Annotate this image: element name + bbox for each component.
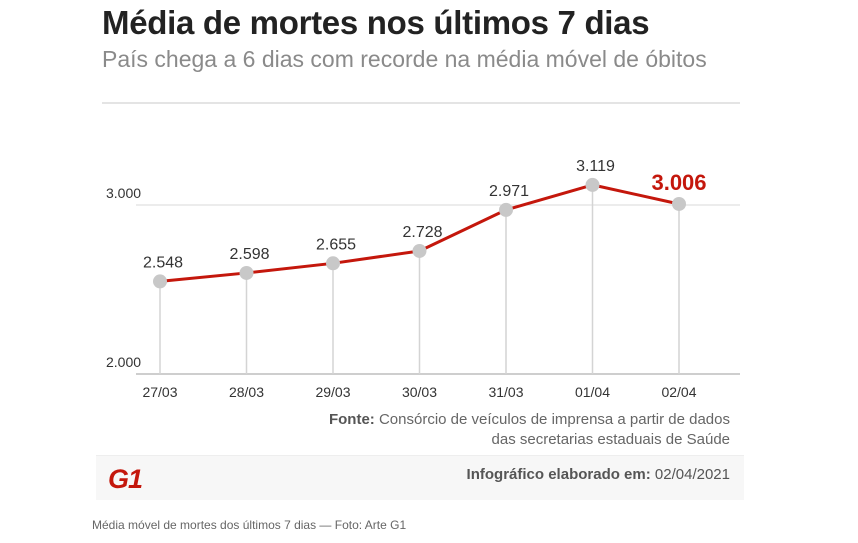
credit-label: Infográfico elaborado em: [466, 466, 651, 483]
data-label: 3.119 [576, 158, 615, 175]
data-label: 2.728 [402, 224, 442, 241]
data-label: 2.548 [143, 254, 183, 271]
x-tick-label: 27/03 [142, 384, 177, 400]
credit-date: 02/04/2021 [654, 466, 730, 483]
data-label: 2.598 [229, 246, 269, 263]
data-label: 3.006 [651, 170, 706, 195]
data-point [412, 243, 427, 258]
source-label: Fonte: [328, 411, 375, 428]
x-tick-label: 02/04 [661, 384, 696, 400]
page-title: Média de mortes nos últimos 7 dias [102, 4, 650, 41]
footer-bar: G1 Infográfico elaborado em: 02/04/2021 [96, 455, 744, 500]
y-tick-label: 3.000 [106, 185, 141, 201]
source-note: Fonte: Consórcio de veículos de imprensa… [310, 410, 730, 450]
x-tick-label: 28/03 [229, 384, 264, 400]
x-tick-label: 31/03 [488, 384, 523, 400]
x-tick-label: 01/04 [575, 384, 610, 400]
data-point [153, 274, 167, 289]
data-point [239, 265, 254, 280]
y-tick-label: 2.000 [106, 354, 141, 370]
g1-logo: G1 [108, 464, 143, 494]
data-point [585, 177, 600, 192]
title-divider [102, 102, 740, 104]
source-text: Consórcio de veículos de imprensa a part… [378, 411, 730, 448]
data-point [326, 256, 340, 271]
data-label: 2.655 [316, 236, 356, 253]
data-label: 2.971 [489, 183, 529, 200]
photo-caption: Média móvel de mortes dos últimos 7 dias… [92, 518, 407, 532]
line-chart: 2.000 3.000 2.548 2.598 2.655 2.728 2.971 3.119… [106, 158, 740, 400]
x-tick-label: 29/03 [315, 384, 350, 400]
infographic-card: Média de mortes nos últimos 7 dias País … [92, 0, 744, 500]
x-tick-label: 30/03 [402, 384, 437, 400]
credit-note: Infográfico elaborado em: 02/04/2021 [467, 466, 730, 483]
data-point [499, 202, 513, 217]
data-point [672, 196, 686, 211]
subtitle: País chega a 6 dias com recorde na média… [102, 46, 707, 72]
